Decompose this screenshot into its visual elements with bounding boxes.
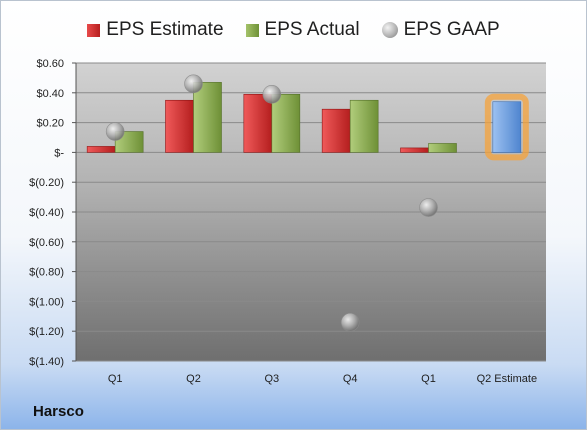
y-axis: $0.60 $0.40 $0.20 $- $(0.20) $(0.40) $(0.60) $(… — [29, 58, 77, 368]
actual-bar — [428, 143, 457, 153]
gaap-marker-icon — [381, 22, 398, 38]
actual-bar — [271, 93, 301, 153]
y-tick-label: $(0.40) — [29, 207, 64, 219]
gaap-marker — [184, 74, 203, 94]
estimate-bar — [86, 146, 116, 153]
estimate-bar — [243, 93, 273, 153]
y-tick-label: $(0.20) — [29, 177, 64, 189]
y-tick-label: $- — [54, 147, 64, 159]
y-tick-label: $0.40 — [36, 88, 64, 100]
legend-item-gaap: EPS GAAP — [381, 19, 500, 41]
estimate-bar — [165, 99, 194, 153]
forecast-glow — [484, 93, 529, 161]
gaap-markers — [105, 74, 438, 332]
x-axis: Q1 Q2 Q3 Q4 Q1 Q2 Estimate — [108, 373, 537, 385]
y-tick-label: $(1.20) — [29, 326, 64, 338]
estimate-bar — [400, 147, 429, 153]
estimate-swatch-icon — [87, 23, 101, 37]
actual-bar — [193, 82, 222, 153]
x-tick-label: Q2 — [186, 373, 201, 385]
x-tick-label: Q4 — [343, 373, 358, 385]
gaap-marker — [340, 312, 360, 332]
bars — [86, 82, 529, 161]
estimate-bar — [321, 108, 351, 153]
forecast-bar — [492, 101, 522, 153]
actual-swatch-icon — [245, 23, 259, 37]
legend-item-actual: EPS Actual — [245, 19, 360, 41]
legend-label-estimate: EPS Estimate — [106, 19, 224, 40]
legend: EPS Estimate EPS Actual EPS GAAP — [1, 15, 586, 45]
company-name: Harsco — [33, 403, 84, 420]
actual-bar — [349, 99, 379, 153]
grid-lines — [76, 62, 546, 362]
y-tick-label: $(0.80) — [29, 267, 64, 279]
x-tick-label: Q1 — [421, 373, 436, 385]
x-tick-label: Q1 — [108, 373, 123, 385]
legend-label-actual: EPS Actual — [264, 19, 360, 40]
gaap-marker — [262, 84, 282, 104]
y-tick-label: $(1.00) — [29, 296, 64, 308]
x-tick-label: Q3 — [264, 373, 279, 385]
gaap-marker — [419, 198, 438, 217]
legend-item-estimate: EPS Estimate — [87, 19, 224, 41]
y-tick-label: $(1.40) — [29, 356, 64, 368]
gaap-marker — [105, 122, 125, 141]
x-tick-label: Q2 Estimate — [477, 373, 538, 385]
y-tick-label: $0.60 — [36, 58, 64, 70]
y-tick-label: $(0.60) — [29, 237, 64, 249]
y-tick-label: $0.20 — [36, 118, 64, 130]
legend-label-gaap: EPS GAAP — [403, 19, 500, 40]
